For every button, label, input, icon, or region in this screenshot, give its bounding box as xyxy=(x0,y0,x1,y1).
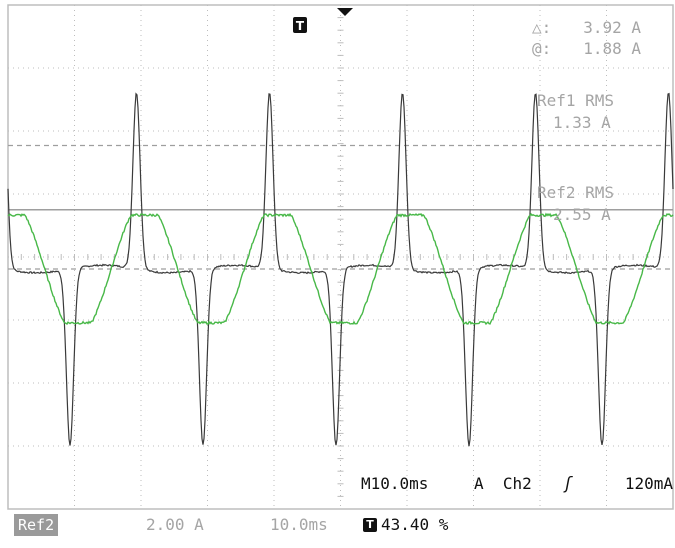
trigger-marker-icon xyxy=(293,17,307,33)
trigger-source: A Ch2 xyxy=(474,474,532,493)
cursor-at-value: 1.88 A xyxy=(583,39,641,58)
timebase-value: M10.0ms xyxy=(361,474,428,493)
cursor-lines xyxy=(8,144,673,270)
ref2-trace xyxy=(7,212,674,326)
trigger-position-icon: T xyxy=(363,518,377,532)
cursor-delta-label: △: xyxy=(532,18,551,37)
ref2-rms-label: Ref2 RMS xyxy=(537,183,614,202)
ref1-rms-label: Ref1 RMS xyxy=(537,91,614,110)
cursor-delta-value: 3.92 A xyxy=(583,18,641,37)
trigger-position-percent: 43.40 % xyxy=(381,515,449,534)
ref1-rms-value: 1.33 A xyxy=(553,113,611,132)
ref2-badge: Ref2 xyxy=(14,514,59,536)
cursor-at-label: @: xyxy=(532,39,551,58)
time-per-div: 10.0ms xyxy=(270,515,328,534)
graticule xyxy=(7,4,674,510)
trigger-slope-icon: ʃ xyxy=(563,474,573,494)
trigger-level: 120mA xyxy=(625,474,674,493)
traces xyxy=(7,92,674,447)
status-bar: Ref2 2.00 A 10.0ms T 43.40 % xyxy=(0,512,675,540)
trigger-marker-glyph: T xyxy=(296,19,305,33)
ref1-trace xyxy=(7,92,674,447)
trigger-position-marker xyxy=(337,8,353,16)
volts-per-div: 2.00 A xyxy=(146,515,204,534)
ref2-rms-value: 2.55 A xyxy=(553,205,611,224)
